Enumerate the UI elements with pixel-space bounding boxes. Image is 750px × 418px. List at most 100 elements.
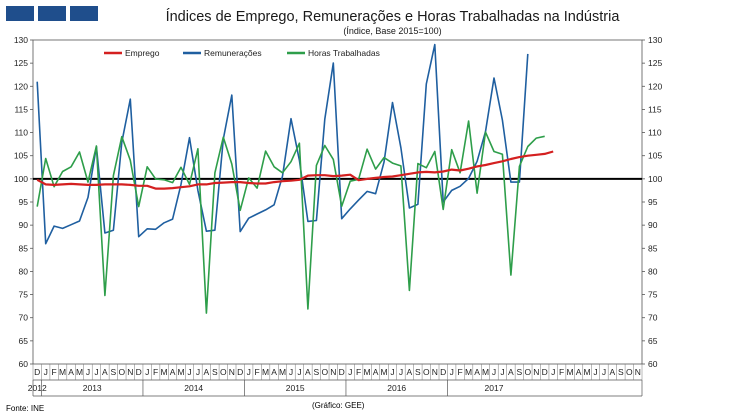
month-label: S xyxy=(517,367,523,377)
y-tick-label-right: 95 xyxy=(648,197,658,207)
month-label: D xyxy=(237,367,243,377)
month-label: J xyxy=(247,367,251,377)
month-label: F xyxy=(255,367,260,377)
month-label: J xyxy=(390,367,394,377)
month-label: F xyxy=(153,367,158,377)
month-label: J xyxy=(492,367,496,377)
y-tick-label-right: 65 xyxy=(648,336,658,346)
year-label: 2017 xyxy=(485,383,504,393)
month-label: N xyxy=(533,367,539,377)
month-label: N xyxy=(432,367,438,377)
year-label: 2015 xyxy=(286,383,305,393)
y-tick-label-right: 130 xyxy=(648,35,662,45)
chart-subtitle: (Índice, Base 2015=100) xyxy=(343,26,442,36)
month-label: N xyxy=(127,367,133,377)
month-label: O xyxy=(525,367,532,377)
y-tick-label-right: 60 xyxy=(648,359,658,369)
y-tick-label-left: 120 xyxy=(14,81,28,91)
month-label: O xyxy=(322,367,329,377)
y-tick-label-left: 65 xyxy=(19,336,29,346)
y-tick-label-left: 95 xyxy=(19,197,29,207)
month-label: S xyxy=(415,367,421,377)
month-label: F xyxy=(458,367,463,377)
month-label: A xyxy=(204,367,210,377)
month-label: M xyxy=(465,367,472,377)
y-tick-label-right: 85 xyxy=(648,243,658,253)
y-tick-label-left: 70 xyxy=(19,313,29,323)
y-tick-label-right: 120 xyxy=(648,81,662,91)
month-label: A xyxy=(102,367,108,377)
series-line-horas-trabalhadas xyxy=(36,120,545,314)
month-label: M xyxy=(482,367,489,377)
month-label: A xyxy=(373,367,379,377)
month-label: J xyxy=(602,367,606,377)
month-label: M xyxy=(364,367,371,377)
month-label: O xyxy=(220,367,227,377)
month-label: M xyxy=(583,367,590,377)
month-label: M xyxy=(161,367,168,377)
month-label: J xyxy=(94,367,98,377)
month-label: S xyxy=(111,367,117,377)
legend-label: Horas Trabalhadas xyxy=(308,48,380,58)
month-label: J xyxy=(399,367,403,377)
month-label: J xyxy=(348,367,352,377)
month-label: J xyxy=(187,367,191,377)
y-tick-label-left: 125 xyxy=(14,58,28,68)
month-label: S xyxy=(618,367,624,377)
month-label: N xyxy=(229,367,235,377)
y-tick-label-left: 60 xyxy=(19,359,29,369)
chart-credit: (Gráfico: GEE) xyxy=(312,401,365,410)
month-label: M xyxy=(59,367,66,377)
month-label: A xyxy=(474,367,480,377)
month-label: O xyxy=(626,367,633,377)
y-tick-label-left: 105 xyxy=(14,151,28,161)
month-label: A xyxy=(508,367,514,377)
year-label: 2016 xyxy=(387,383,406,393)
y-tick-label-right: 70 xyxy=(648,313,658,323)
month-label: N xyxy=(330,367,336,377)
month-label: D xyxy=(339,367,345,377)
month-label: J xyxy=(289,367,293,377)
month-label: A xyxy=(407,367,413,377)
y-tick-label-right: 100 xyxy=(648,174,662,184)
month-label: O xyxy=(119,367,126,377)
ine-logo-icon xyxy=(6,6,98,21)
month-label: D xyxy=(34,367,40,377)
y-tick-label-left: 85 xyxy=(19,243,29,253)
source-note: Fonte: INE xyxy=(6,404,45,413)
y-tick-label-right: 90 xyxy=(648,220,658,230)
month-label: S xyxy=(314,367,320,377)
month-label: J xyxy=(297,367,301,377)
month-label: M xyxy=(76,367,83,377)
month-label: A xyxy=(610,367,616,377)
month-label: J xyxy=(196,367,200,377)
month-label: M xyxy=(177,367,184,377)
y-tick-label-left: 130 xyxy=(14,35,28,45)
month-label: F xyxy=(356,367,361,377)
chart-title: Índices de Emprego, Remunerações e Horas… xyxy=(165,9,620,25)
month-label: A xyxy=(271,367,277,377)
y-tick-label-right: 75 xyxy=(648,290,658,300)
month-label: J xyxy=(450,367,454,377)
y-tick-label-right: 115 xyxy=(648,104,662,114)
plot-frame xyxy=(32,39,643,365)
month-label: D xyxy=(542,367,548,377)
legend-label: Emprego xyxy=(125,48,160,58)
y-tick-label-left: 75 xyxy=(19,290,29,300)
month-label: M xyxy=(567,367,574,377)
month-label: M xyxy=(279,367,286,377)
y-tick-label-left: 90 xyxy=(19,220,29,230)
month-label: M xyxy=(380,367,387,377)
month-label: J xyxy=(86,367,90,377)
month-label: J xyxy=(145,367,149,377)
year-label: 2013 xyxy=(83,383,102,393)
month-label: A xyxy=(170,367,176,377)
month-label: J xyxy=(593,367,597,377)
y-tick-label-left: 115 xyxy=(14,104,28,114)
y-tick-label-left: 100 xyxy=(14,174,28,184)
month-label: O xyxy=(423,367,430,377)
series-line-remunera-es xyxy=(36,43,529,245)
legend-label: Remunerações xyxy=(204,48,262,58)
y-tick-label-right: 110 xyxy=(648,128,662,138)
